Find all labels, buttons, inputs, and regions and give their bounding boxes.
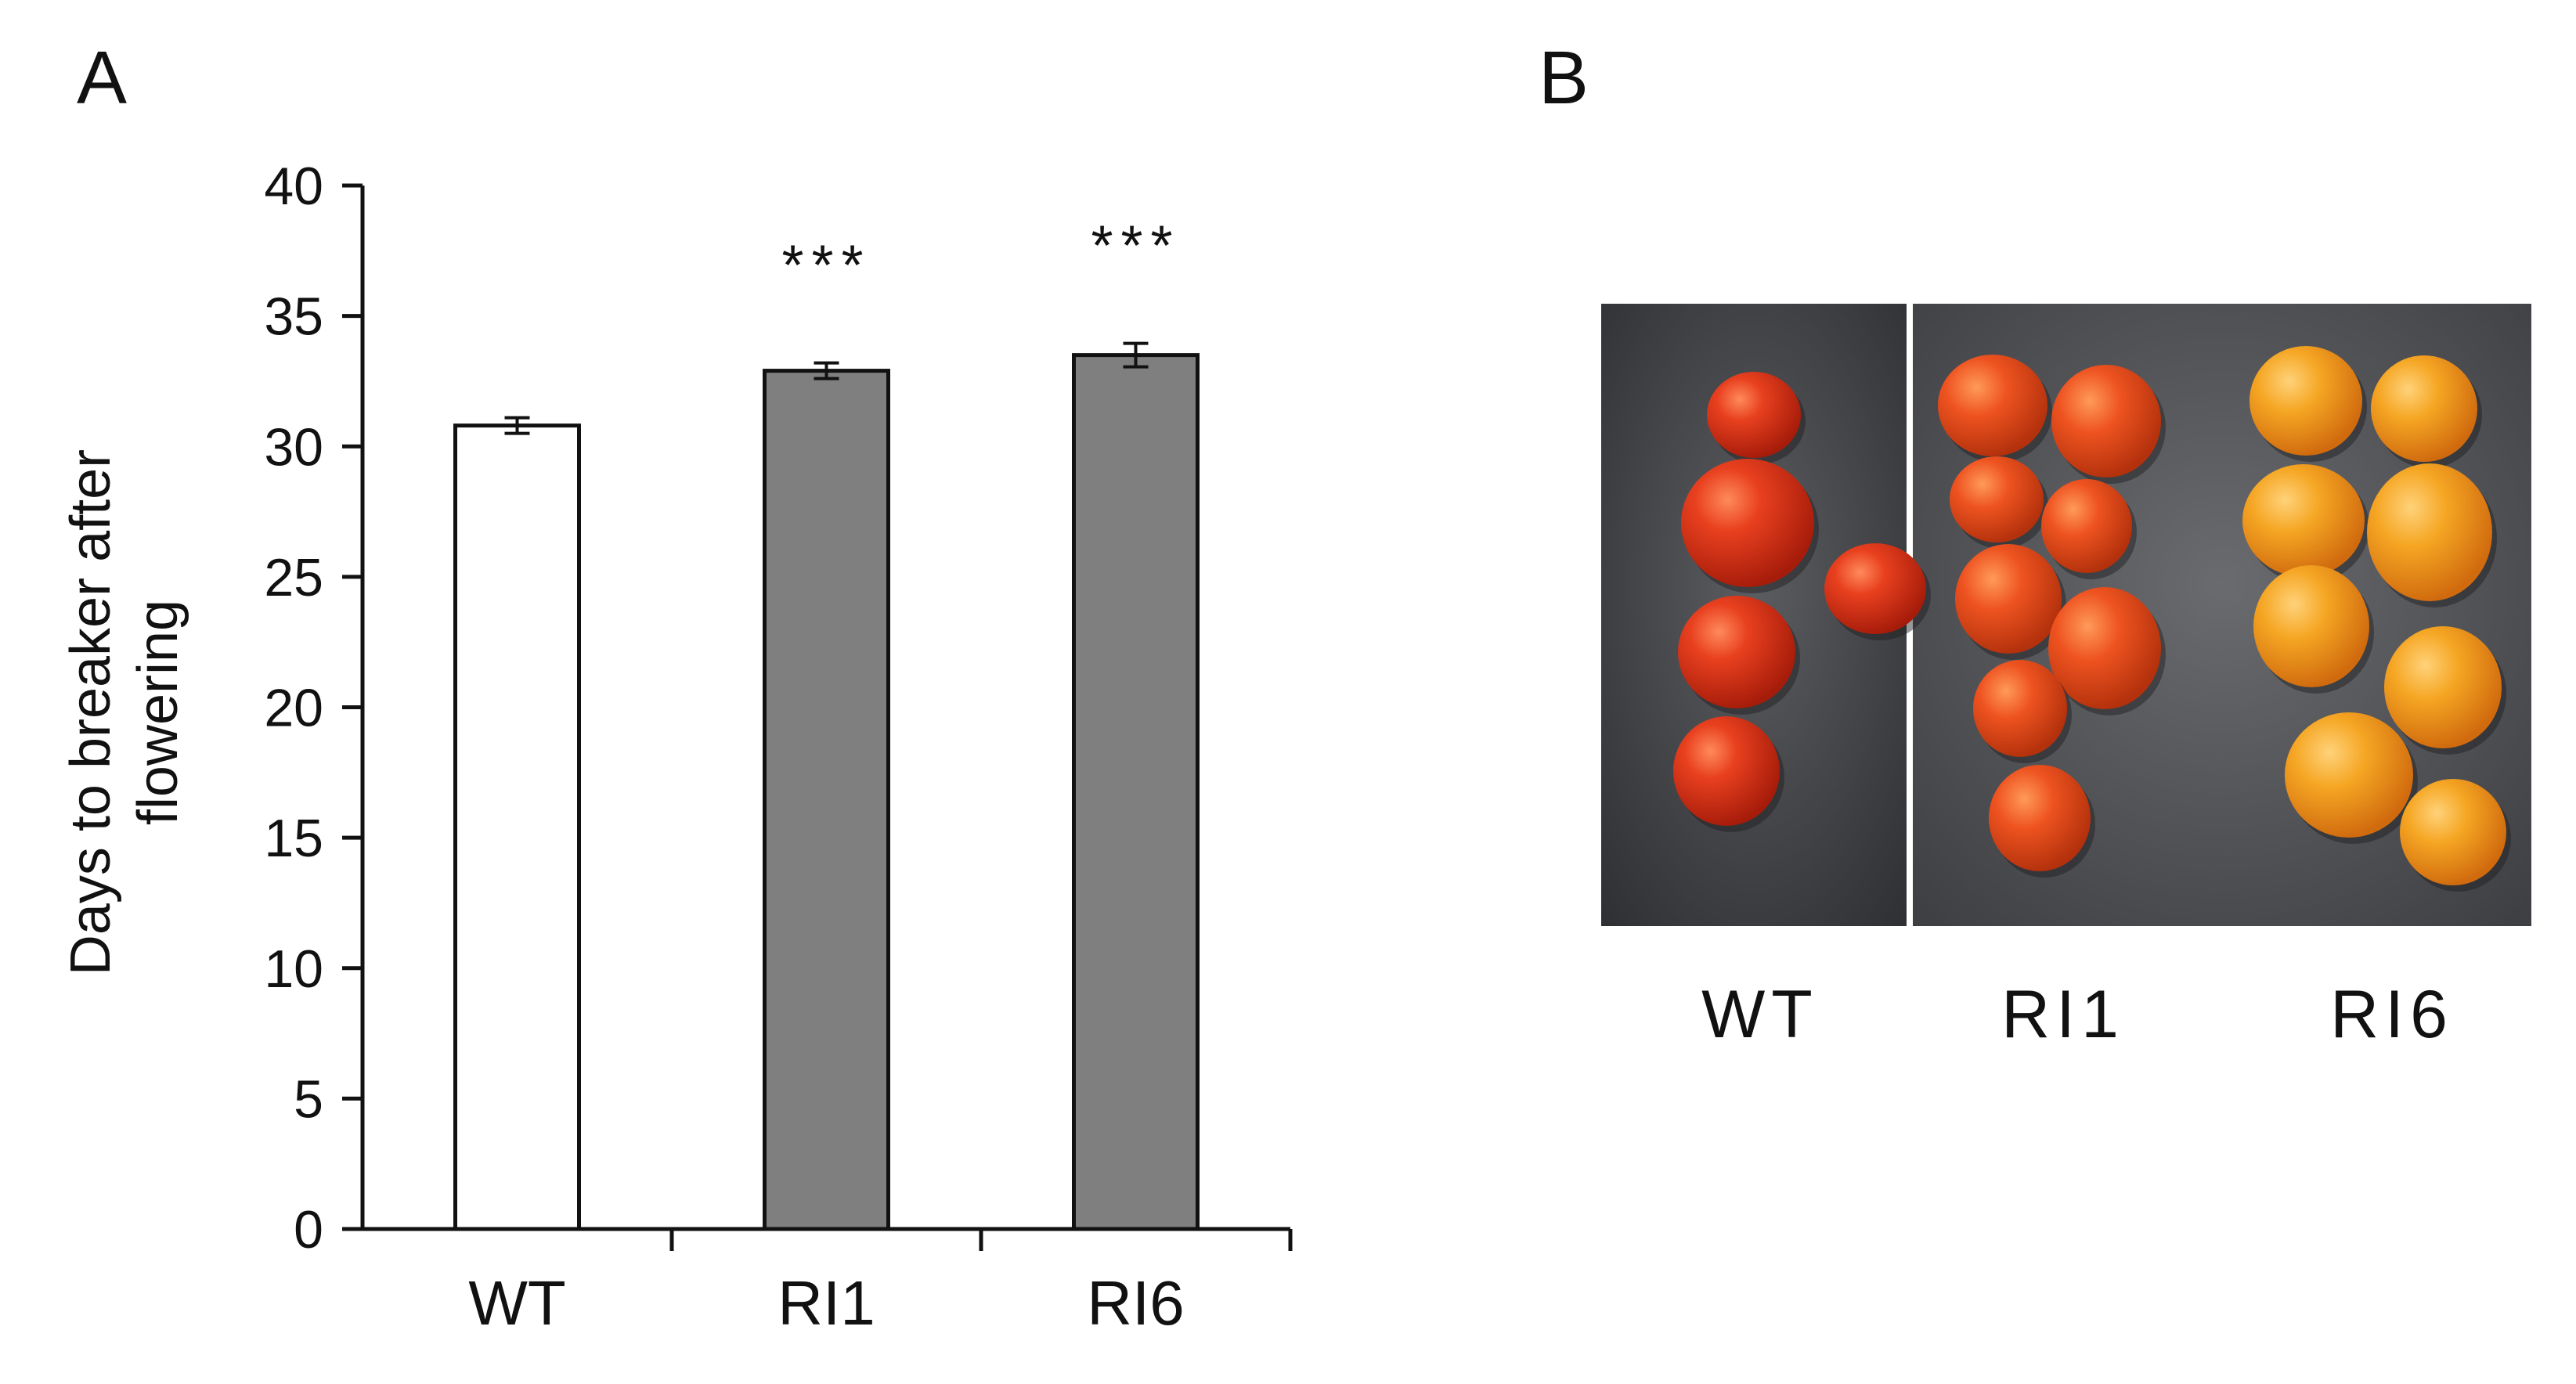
tomato-fruit-ri6 <box>2367 463 2492 601</box>
y-tick-label: 15 <box>264 809 323 868</box>
y-axis-label: Days to breaker afterflowering <box>60 449 189 975</box>
tomato-fruit-ri1 <box>1938 355 2047 456</box>
y-tick-label: 0 <box>294 1200 323 1260</box>
tomato-fruit-ri6 <box>2249 346 2362 456</box>
tomato-fruit-wt <box>1673 716 1780 826</box>
bars: *** *** <box>453 215 1200 1231</box>
bar-wt <box>453 423 581 1231</box>
tomato-fruit-ri1 <box>2048 587 2161 709</box>
tomato-fruit-ri1 <box>1973 660 2067 757</box>
y-tick-label: 30 <box>264 417 323 477</box>
tomato-fruit-wt <box>1678 596 1795 708</box>
tomato-fruit-ri1 <box>2041 479 2132 573</box>
tomato-fruit-ri1 <box>1989 765 2091 871</box>
tomato-photo: WT RI1 RI6 <box>1601 304 2531 1052</box>
x-axis-ticks <box>669 1229 1293 1251</box>
tomato-fruit-ri1 <box>1955 544 2062 654</box>
tomato-fruit-ri6 <box>2253 565 2369 687</box>
y-tick-label: 40 <box>264 157 323 216</box>
photo-label-ri6: RI6 <box>2330 977 2454 1052</box>
x-tick-label-ri6: RI6 <box>1087 1268 1185 1338</box>
tomato-fruit-wt <box>1824 543 1926 634</box>
tomato-fruit-ri1 <box>2051 365 2161 478</box>
y-axis-label-line: flowering <box>127 600 189 825</box>
tomato-fruit-ri6 <box>2371 355 2477 462</box>
bar-ri6 <box>1072 353 1200 1231</box>
y-tick-label: 5 <box>294 1069 323 1129</box>
bar-ri1 <box>763 369 890 1231</box>
photo-label-wt: WT <box>1701 977 1819 1052</box>
significance-mark-ri1: *** <box>781 235 871 297</box>
y-axis-ticks: 0 5 10 15 20 25 30 35 40 <box>264 157 363 1260</box>
y-axis-label-line: Days to breaker after <box>60 449 122 975</box>
significance-mark-ri6: *** <box>1091 215 1180 278</box>
bar-chart: Days to breaker afterflowering 0 5 10 15 20 2… <box>60 157 1293 1338</box>
panel-label-b: B <box>1539 36 1589 120</box>
x-tick-label-ri1: RI1 <box>777 1268 875 1338</box>
tomato-fruit-wt <box>1681 459 1814 587</box>
y-tick-label: 20 <box>264 679 323 738</box>
x-axis-tick-labels: WT RI1 RI6 <box>468 1268 1184 1338</box>
x-tick-label-wt: WT <box>468 1268 565 1338</box>
panel-label-a: A <box>77 36 127 120</box>
y-tick-label: 25 <box>264 548 323 607</box>
tomato-fruit-ri6 <box>2242 464 2365 577</box>
photo-label-ri1: RI1 <box>2001 977 2125 1052</box>
y-tick-label: 10 <box>264 939 323 999</box>
tomato-fruit-ri1 <box>1950 456 2044 542</box>
tomato-fruit-ri6 <box>2400 779 2506 885</box>
tomato-fruit-wt <box>1707 372 1801 458</box>
tomato-fruit-ri6 <box>2285 712 2413 838</box>
y-tick-label: 35 <box>264 287 323 347</box>
tomato-fruits <box>1673 346 2511 892</box>
tomato-fruit-ri6 <box>2384 626 2502 748</box>
